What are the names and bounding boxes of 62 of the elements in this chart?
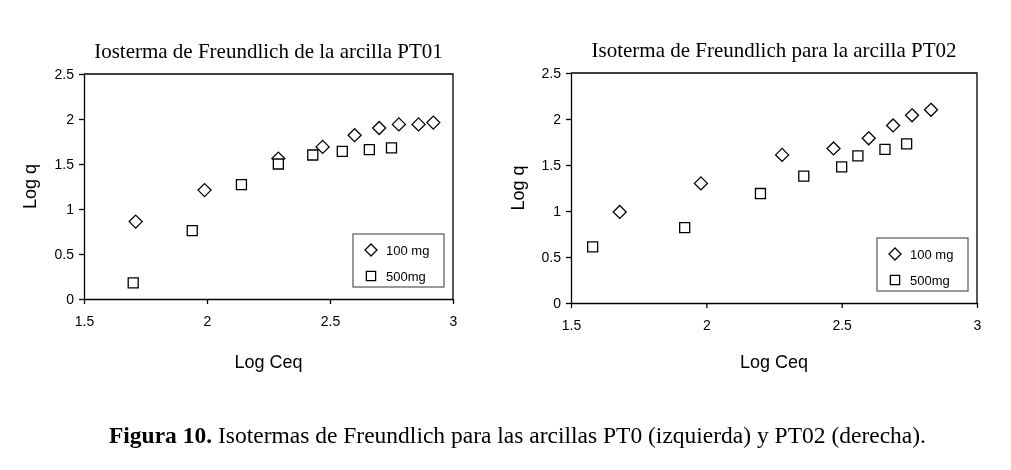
y-tick-label: 0.5 xyxy=(54,245,75,262)
point xyxy=(363,143,376,156)
y-tick-label: 2 xyxy=(553,110,562,127)
point xyxy=(861,131,876,146)
point xyxy=(272,158,284,170)
point xyxy=(923,102,939,117)
point xyxy=(127,277,139,289)
point xyxy=(197,182,212,198)
point xyxy=(904,108,920,123)
point xyxy=(426,115,441,130)
y-tick-label: 1.5 xyxy=(54,155,75,172)
x-tick-label: 2.5 xyxy=(320,312,341,329)
point xyxy=(900,138,913,150)
x-tick-label: 2 xyxy=(203,312,212,329)
point xyxy=(679,221,691,234)
y-tick-label: 2 xyxy=(66,110,75,127)
point xyxy=(826,141,841,156)
legend-label: 100 mg xyxy=(386,243,430,258)
point xyxy=(372,120,387,136)
point xyxy=(186,224,198,237)
y-tick-label: 1 xyxy=(66,200,75,217)
text: Isotermas de Freundlich para las arcillas PT0 (izquierda) y PT02 (derecha). xyxy=(212,422,927,448)
y-tick-label: 2.5 xyxy=(54,65,75,82)
point xyxy=(336,145,348,158)
y-tick-label: 0 xyxy=(553,294,562,311)
chart-title: Iosterma de Freundlich de la arcilla PT01 xyxy=(94,39,443,63)
legend-label: 500mg xyxy=(910,273,950,288)
point xyxy=(852,150,864,162)
point xyxy=(879,143,891,156)
point xyxy=(315,139,330,155)
point xyxy=(612,204,627,220)
y-tick-label: 1 xyxy=(553,202,562,219)
point xyxy=(128,214,143,229)
y-tick-label: 2.5 xyxy=(541,64,562,81)
point xyxy=(235,179,248,191)
point xyxy=(307,149,319,161)
x-tick-label: 2 xyxy=(702,316,711,333)
y-tick-label: 0.5 xyxy=(541,248,562,265)
point xyxy=(774,147,790,163)
x-axis-title: Log Ceq xyxy=(739,352,809,372)
point xyxy=(347,128,362,143)
point xyxy=(587,241,599,253)
legend-label: 500mg xyxy=(386,269,426,284)
legend-label: 100 mg xyxy=(910,247,954,262)
y-axis-title: Log q xyxy=(20,163,40,210)
x-tick-label: 3 xyxy=(449,312,458,329)
point xyxy=(885,118,901,133)
point xyxy=(385,142,398,154)
y-tick-label: 0 xyxy=(66,290,75,307)
point xyxy=(836,161,848,173)
point xyxy=(798,170,810,182)
x-tick-label: 3 xyxy=(973,316,982,333)
point xyxy=(391,117,407,132)
text: Figura 10. xyxy=(108,422,213,448)
point xyxy=(411,117,426,132)
point xyxy=(693,176,709,191)
y-axis-title: Log q xyxy=(508,165,528,211)
chart-title: Isoterma de Freundlich para la arcilla PT02 xyxy=(591,38,957,62)
x-tick-label: 2.5 xyxy=(832,316,853,333)
x-axis-title: Log Ceq xyxy=(234,352,303,372)
point xyxy=(754,187,767,200)
y-tick-label: 1.5 xyxy=(541,156,562,173)
